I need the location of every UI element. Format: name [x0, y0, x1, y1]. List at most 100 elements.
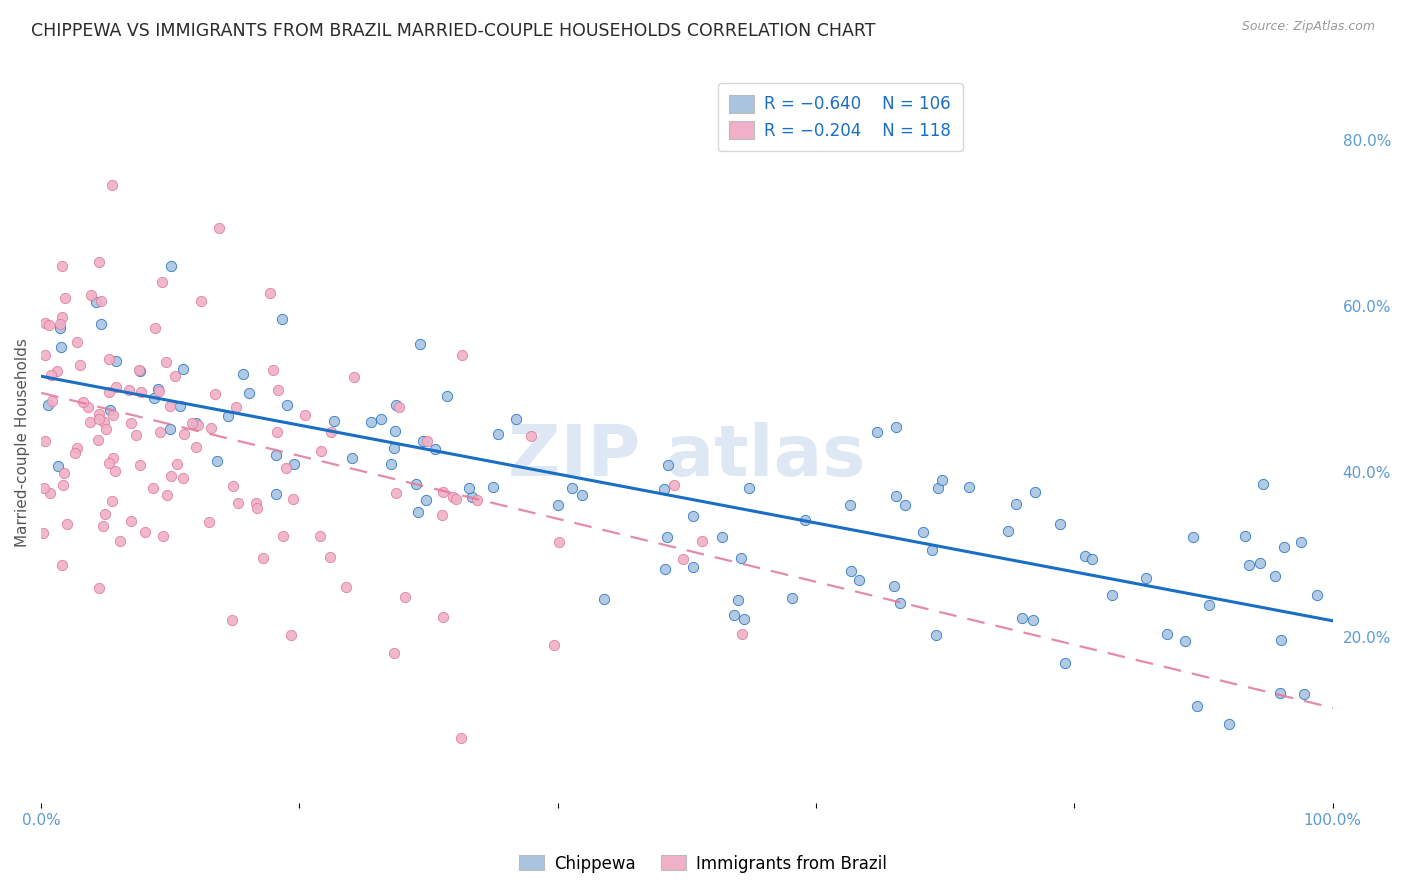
Point — [342, 451, 364, 466]
Point — [520, 428, 543, 442]
Point — [927, 481, 949, 495]
Point — [100, 494, 122, 508]
Point — [100, 178, 122, 192]
Point — [1101, 587, 1123, 601]
Point — [921, 543, 943, 558]
Point — [87, 407, 110, 421]
Point — [1005, 497, 1028, 511]
Point — [270, 312, 292, 326]
Point — [654, 561, 676, 575]
Point — [1156, 627, 1178, 641]
Point — [34, 348, 56, 362]
Point — [925, 628, 948, 642]
Point — [593, 592, 616, 607]
Point — [280, 628, 302, 642]
Point — [104, 464, 127, 478]
Point — [205, 454, 228, 468]
Point — [125, 428, 148, 442]
Point — [45, 364, 67, 378]
Point — [48, 321, 70, 335]
Point — [84, 294, 107, 309]
Point — [32, 481, 55, 495]
Point — [274, 461, 297, 475]
Point — [1270, 686, 1292, 700]
Point — [931, 474, 953, 488]
Point — [1049, 516, 1071, 531]
Point — [1198, 599, 1220, 613]
Point — [384, 424, 406, 438]
Point — [283, 491, 305, 506]
Point — [156, 488, 179, 502]
Point — [53, 467, 76, 481]
Point — [343, 370, 366, 384]
Point — [259, 285, 281, 300]
Point — [406, 505, 429, 519]
Point — [690, 534, 713, 549]
Point — [146, 382, 169, 396]
Point — [730, 550, 752, 565]
Point — [841, 564, 863, 578]
Point — [450, 731, 472, 745]
Point — [415, 492, 437, 507]
Point — [461, 490, 484, 504]
Point — [49, 317, 72, 331]
Text: CHIPPEWA VS IMMIGRANTS FROM BRAZIL MARRIED-COUPLE HOUSEHOLDS CORRELATION CHART: CHIPPEWA VS IMMIGRANTS FROM BRAZIL MARRI… — [31, 22, 876, 40]
Point — [894, 498, 917, 512]
Point — [548, 534, 571, 549]
Point — [432, 609, 454, 624]
Point — [72, 395, 94, 409]
Point — [409, 336, 432, 351]
Point — [1054, 656, 1077, 670]
Point — [884, 490, 907, 504]
Point — [380, 457, 402, 471]
Point — [465, 493, 488, 508]
Y-axis label: Married-couple Households: Married-couple Households — [15, 338, 30, 547]
Point — [128, 364, 150, 378]
Point — [41, 394, 63, 409]
Point — [79, 415, 101, 429]
Point — [727, 592, 749, 607]
Text: Source: ZipAtlas.com: Source: ZipAtlas.com — [1241, 20, 1375, 33]
Point — [335, 580, 357, 594]
Point — [1022, 613, 1045, 627]
Point — [382, 441, 405, 455]
Point — [1135, 572, 1157, 586]
Point — [128, 362, 150, 376]
Point — [1237, 558, 1260, 573]
Point — [169, 399, 191, 413]
Point — [94, 422, 117, 436]
Point — [780, 591, 803, 606]
Point — [51, 558, 73, 573]
Point — [1249, 557, 1271, 571]
Point — [222, 479, 245, 493]
Point — [120, 514, 142, 528]
Point — [997, 524, 1019, 538]
Point — [1289, 535, 1312, 549]
Point — [432, 485, 454, 500]
Point — [186, 416, 208, 430]
Point — [97, 457, 120, 471]
Point — [486, 426, 509, 441]
Point — [56, 517, 79, 532]
Point — [104, 354, 127, 368]
Point — [232, 367, 254, 381]
Point — [172, 471, 194, 485]
Point — [912, 524, 935, 539]
Point — [98, 352, 121, 367]
Point — [657, 458, 679, 473]
Point — [142, 481, 165, 495]
Point — [53, 291, 76, 305]
Point — [839, 498, 862, 512]
Point — [51, 310, 73, 325]
Point — [198, 515, 221, 529]
Point — [1074, 549, 1097, 563]
Point — [134, 524, 156, 539]
Point — [159, 399, 181, 413]
Point — [89, 411, 111, 425]
Point — [101, 451, 124, 466]
Text: ZIP atlas: ZIP atlas — [509, 423, 866, 491]
Point — [105, 380, 128, 394]
Legend: Chippewa, Immigrants from Brazil: Chippewa, Immigrants from Brazil — [513, 848, 893, 880]
Point — [150, 275, 173, 289]
Point — [87, 255, 110, 269]
